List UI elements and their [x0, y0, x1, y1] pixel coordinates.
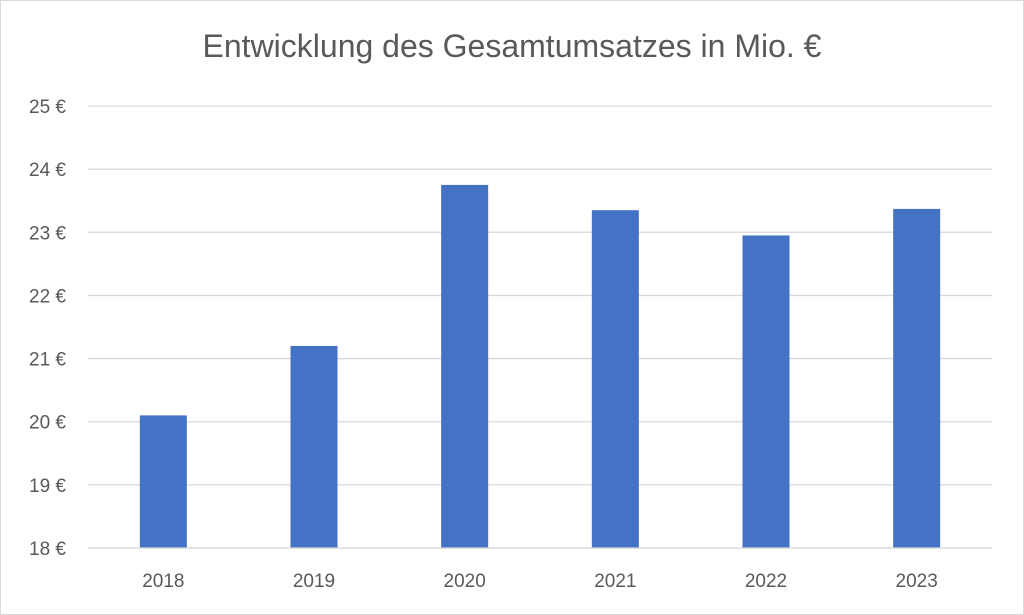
x-tick-label: 2020: [444, 571, 486, 592]
y-tick-label: 21 €: [29, 350, 66, 371]
y-tick-label: 18 €: [29, 539, 66, 560]
bar-2020: [441, 184, 489, 548]
bar-2018: [139, 415, 187, 548]
x-tick-label: 2022: [745, 571, 787, 592]
y-tick-label: 25 €: [29, 97, 66, 118]
y-tick-label: 20 €: [29, 413, 66, 434]
y-tick-label: 19 €: [29, 476, 66, 497]
y-tick-label: 22 €: [29, 286, 66, 307]
x-tick-label: 2021: [594, 571, 636, 592]
bar-2021: [591, 210, 639, 548]
bar-2022: [742, 235, 790, 548]
y-tick-label: 24 €: [29, 160, 66, 181]
bar-2023: [893, 208, 941, 548]
y-tick-label: 23 €: [29, 223, 66, 244]
bar-2019: [290, 345, 338, 548]
x-tick-label: 2023: [896, 571, 938, 592]
x-tick-label: 2019: [293, 571, 335, 592]
chart-title: Entwicklung des Gesamtumsatzes in Mio. €: [202, 28, 822, 64]
x-tick-label: 2018: [142, 571, 184, 592]
